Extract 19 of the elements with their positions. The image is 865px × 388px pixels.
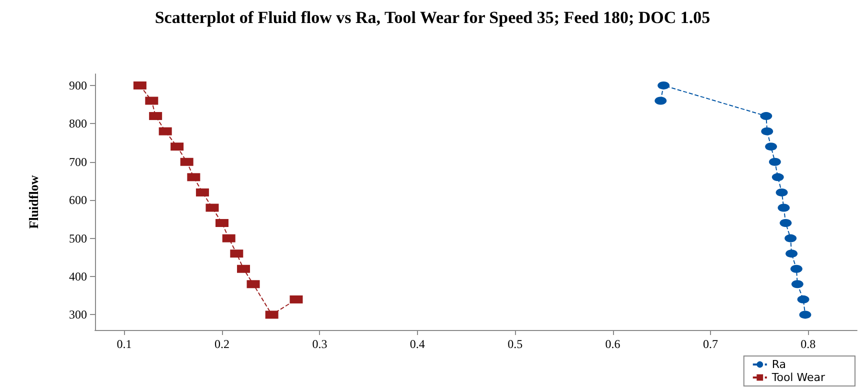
y-tick-label: 500 [69,231,87,246]
x-tick-label: 0.2 [214,337,230,351]
y-axis-title: Fluidflow [26,174,41,229]
y-tick-label: 600 [69,193,87,208]
x-tick-label: 0.4 [410,337,425,351]
y-tick-label: 900 [69,78,87,92]
y-tick-label: 700 [69,154,87,169]
x-tick-label: 0.3 [312,337,328,351]
x-tick-label: 0.7 [702,337,718,351]
x-tick-label: 0.5 [508,337,523,351]
y-tick-label: 400 [69,270,87,284]
legend-label: Tool Wear [770,371,826,384]
y-tick-label: 300 [69,308,87,322]
y-tick-label: 800 [69,116,87,131]
x-tick-label: 0.6 [605,337,620,351]
x-tick-label: 0.1 [116,337,132,351]
legend-label: Ra [772,358,786,371]
x-tick-label: 0.8 [800,337,816,351]
chart-title: Scatterplot of Fluid flow vs Ra, Tool Wear for Speed 35; Feed 180; DOC 1.05 [154,8,710,27]
